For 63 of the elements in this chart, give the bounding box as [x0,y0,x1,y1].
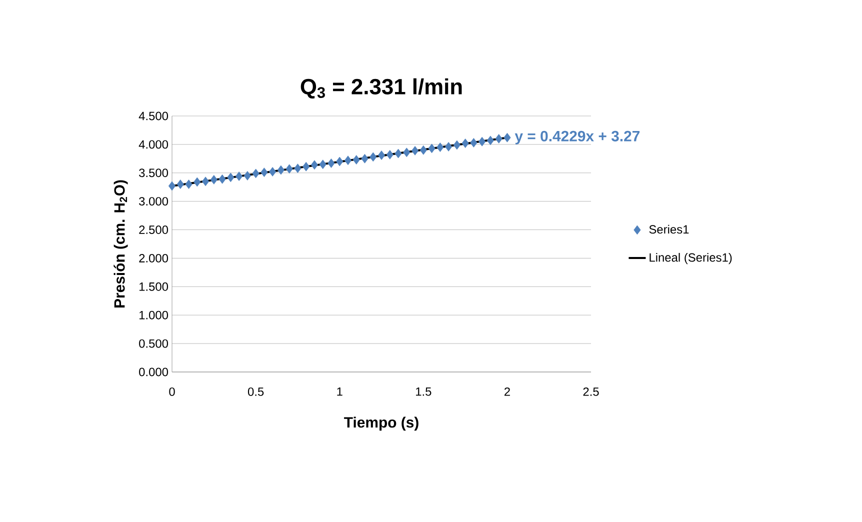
point [436,142,444,152]
point [394,148,402,158]
annotation: y = 0.4229x + 3.27 [514,130,640,144]
point [403,148,410,158]
point [168,181,176,191]
point [319,160,326,170]
point [176,180,184,189]
point [378,150,386,160]
point [310,160,318,170]
point [370,152,377,162]
point [302,162,310,172]
x-tick-label: 2 [504,387,510,396]
point [235,172,243,181]
chart-title: Q$_{3}$ = 2.331 l/min [300,78,462,99]
point [244,171,251,180]
point [352,155,360,164]
legend-label: Lineal (Series1) [650,252,732,264]
y-tick-label: 1.000 [139,310,168,320]
y-tick-label: 2.500 [139,226,168,234]
point [361,154,368,164]
point [386,150,394,160]
x-tick-label: 2.5 [583,387,599,396]
y-tick-label: 0.000 [139,368,168,376]
point [277,165,285,175]
point [260,168,268,177]
point [336,156,344,166]
y-tick-label: 4.500 [138,112,168,120]
point [202,176,210,186]
point [227,172,234,182]
point [210,175,218,184]
point [504,132,511,142]
y-tick-label: 4.000 [138,140,168,149]
y-tick-label: 0.500 [139,339,168,348]
point [286,164,293,174]
point [194,177,201,187]
point [444,142,452,152]
y-tick-label: 3.000 [139,197,168,206]
y-tick-label: 2.000 [139,254,168,262]
point [185,180,192,189]
x-tick-label: 0 [169,387,175,396]
point [478,136,486,146]
y-axis-title: Presión (cm. H$_{2}$O) [114,180,128,308]
point [428,144,436,154]
point [294,164,302,174]
point [218,174,226,184]
x-axis-title: Tiempo (s) [344,416,418,431]
point [328,158,335,168]
point [462,138,469,148]
point [420,145,427,155]
y-tick-label: 3.500 [139,168,168,178]
x-tick-label: 0.5 [248,387,264,396]
point [453,140,460,150]
point [470,138,478,148]
point [252,168,260,178]
point [411,146,419,156]
point [486,136,494,146]
point [344,156,352,166]
point [495,134,502,144]
y-tick-label: 1.500 [139,282,168,291]
legend-label: Series1 [649,224,689,234]
x-tick-label: 1 [337,387,342,396]
point [269,167,276,176]
x-tick-label: 1.5 [416,387,432,396]
